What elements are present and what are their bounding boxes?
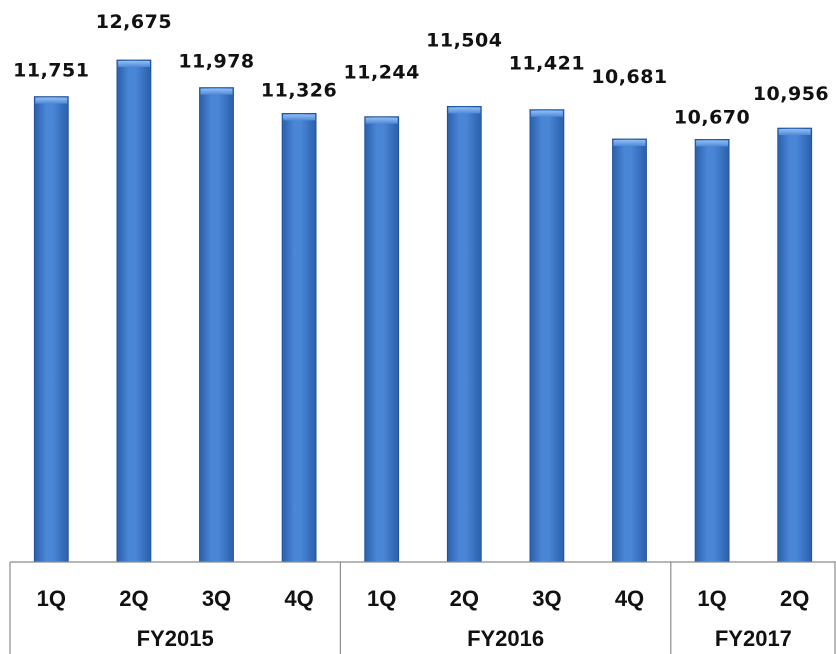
bar-cap-6 xyxy=(448,107,481,114)
group-label-fy2015: FY2015 xyxy=(137,626,214,651)
bar-cap-1 xyxy=(35,97,68,104)
bar-9 xyxy=(694,139,730,563)
bar-3 xyxy=(199,87,234,563)
bar-1 xyxy=(33,96,69,563)
data-label-2: 12,675 xyxy=(96,11,172,33)
data-label-10: 10,956 xyxy=(753,83,829,105)
tick-label-9: 1Q xyxy=(697,586,726,611)
bar-cap-8 xyxy=(613,139,646,146)
data-label-7: 11,421 xyxy=(509,53,585,75)
data-label-5: 11,244 xyxy=(344,62,420,84)
data-label-6: 11,504 xyxy=(426,29,502,51)
group-label-fy2016: FY2016 xyxy=(467,626,544,651)
data-label-8: 10,681 xyxy=(591,66,667,88)
bars-group xyxy=(33,59,813,563)
bar-8 xyxy=(612,138,647,563)
tick-label-2: 2Q xyxy=(119,586,148,611)
tick-label-1: 1Q xyxy=(37,586,66,611)
bar-cap-5 xyxy=(365,117,398,124)
tick-label-8: 4Q xyxy=(615,586,644,611)
tick-label-10: 2Q xyxy=(780,586,809,611)
data-label-3: 11,978 xyxy=(178,51,254,73)
bar-7 xyxy=(529,109,565,563)
bar-2 xyxy=(116,59,152,563)
bar-4 xyxy=(281,113,317,563)
data-label-1: 11,751 xyxy=(13,60,89,82)
bar-cap-7 xyxy=(530,110,563,117)
tick-label-7: 3Q xyxy=(532,586,561,611)
data-label-4: 11,326 xyxy=(261,79,337,101)
bar-10 xyxy=(777,127,813,563)
bar-cap-4 xyxy=(283,114,316,121)
data-label-9: 10,670 xyxy=(674,106,750,128)
bar-5 xyxy=(364,116,400,563)
data-labels-group: 11,751 12,675 11,978 11,326 11,244 11,504 11,4… xyxy=(13,11,829,128)
bar-cap-9 xyxy=(696,140,729,147)
category-axis: 1Q 2Q 3Q 4Q 1Q 2Q 3Q 4Q 1Q 2Q FY2015 FY2016 FY2017 xyxy=(9,561,836,654)
bar-cap-3 xyxy=(200,88,233,95)
tick-label-3: 3Q xyxy=(202,586,231,611)
bar-cap-10 xyxy=(778,129,811,136)
bar-cap-2 xyxy=(117,61,150,67)
tick-label-4: 4Q xyxy=(284,586,313,611)
group-label-fy2017: FY2017 xyxy=(715,626,792,651)
tick-label-6: 2Q xyxy=(450,586,479,611)
bar-6 xyxy=(446,105,482,563)
tick-label-5: 1Q xyxy=(367,586,396,611)
